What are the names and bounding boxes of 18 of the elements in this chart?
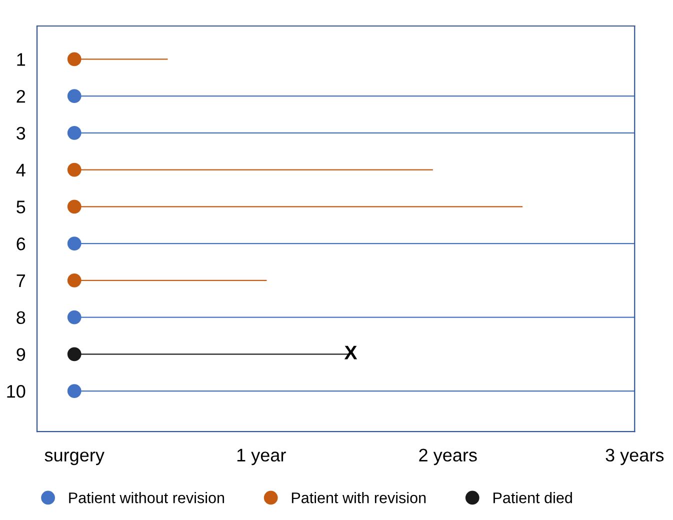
y-tick-label: 10	[7, 384, 26, 398]
y-tick-label: 6	[16, 237, 26, 250]
y-tick-label: 1	[17, 53, 26, 66]
y-tick-label: 9	[16, 348, 26, 361]
y-tick-label: 5	[16, 200, 26, 214]
y-tick-label: 8	[16, 311, 26, 324]
x-tick-label: 2 years	[419, 448, 477, 466]
y-tick-label: 3	[16, 126, 26, 140]
y-tick-label: 7	[16, 274, 25, 287]
y-tick-label: 4	[16, 164, 26, 176]
x-tick-label: surgery	[44, 452, 104, 466]
legend-label: Patient with revision	[292, 492, 426, 504]
x-tick-label: 1 year	[237, 448, 286, 466]
legend-label: Patient without revision	[69, 492, 224, 504]
y-tick-label: 2	[16, 90, 25, 103]
x-tick-label: 3 years	[606, 448, 664, 466]
legend-label: Patient died	[494, 492, 572, 504]
annotation: X	[344, 346, 358, 360]
